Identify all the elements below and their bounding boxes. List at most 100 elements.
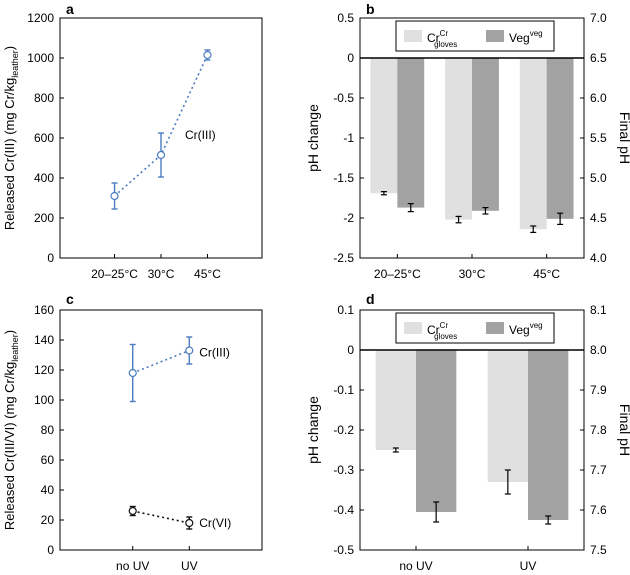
legend-swatch [404, 30, 422, 42]
series-line [132, 510, 190, 524]
y-tick-label: 40 [41, 483, 55, 497]
y-tick-label: 1000 [27, 51, 54, 65]
legend-label-sup: veg [530, 321, 543, 330]
legend-label: CrCr gloves [427, 321, 457, 341]
x-tick-label: 45°C [194, 267, 221, 281]
plot-frame [59, 309, 263, 551]
panel-b: b -2.5 -2 -1.5 -1 -0.5 0 0.5 20–25°C 30°C 45°C 4.0 4… [305, 1, 630, 281]
panel-c: c 0 20 40 60 80 100 120 140 160 no UV UV Released Cr… [2, 291, 263, 573]
data-point [110, 191, 119, 201]
bar [416, 350, 457, 512]
x-tick-label: no UV [399, 559, 432, 573]
y-tick-label: -0.5 [333, 543, 354, 557]
y-tick-label: 1200 [27, 11, 54, 25]
data-point [128, 506, 137, 516]
series-label: Cr(III) [199, 346, 230, 360]
right-tick-label: 7.7 [590, 463, 607, 477]
bar [397, 58, 425, 208]
legend-box [395, 312, 555, 344]
right-tick-label: 5.0 [590, 171, 607, 185]
legend-label-base: Veg [509, 323, 530, 337]
y-tick-label: 0 [47, 543, 54, 557]
x-tick-label: 20–25°C [374, 267, 421, 281]
panel-letter: b [366, 1, 375, 17]
y-tick-label: 0.1 [337, 303, 354, 317]
series-label: Cr(III) [185, 128, 216, 142]
y-tick-label: -0.2 [333, 423, 354, 437]
data-point [128, 368, 137, 378]
bar [546, 58, 574, 219]
y-tick-label: -1 [343, 131, 354, 145]
y-tick-label: 0 [347, 343, 354, 357]
data-point [203, 50, 212, 60]
x-tick-label: 30°C [148, 267, 175, 281]
panel-a: a 0 200 400 600 800 1000 1200 20–25°C 30°C 45°C Rel… [2, 1, 263, 281]
right-tick-label: 4.0 [590, 251, 607, 265]
data-point [156, 150, 166, 160]
y-axis-label-right: Final pH [617, 404, 630, 456]
y-tick-label: 400 [34, 171, 54, 185]
bar [375, 350, 416, 450]
y-tick-label: -0.1 [333, 383, 354, 397]
y-tick-label: 200 [34, 211, 54, 225]
y-tick-label: 160 [34, 303, 54, 317]
legend-swatch [404, 322, 422, 334]
y-tick-label: -0.4 [333, 503, 354, 517]
y-axis-label: pH change [305, 104, 321, 172]
y-tick-label: 0 [347, 51, 354, 65]
panel-d: d -0.5 -0.4 -0.3 -0.2 -0.1 0 0.1 no UV UV 7.5 7.6 7.… [305, 291, 630, 573]
y-axis-label-right: Final pH [617, 112, 630, 164]
legend-label: Vegveg [509, 321, 543, 337]
y-axis-label-end: ) [2, 46, 17, 50]
y-tick-label: -0.5 [333, 91, 354, 105]
right-tick-label: 8.0 [590, 343, 607, 357]
legend-label: Vegveg [509, 29, 543, 45]
y-tick-label: 100 [34, 393, 54, 407]
y-axis-label-main: Released Cr(III/VI) (mg Cr/kg [2, 362, 17, 530]
data-point [185, 518, 194, 528]
right-tick-label: 5.5 [590, 131, 607, 145]
y-tick-label: 0 [47, 251, 54, 265]
y-axis-label-main: Released Cr(III) (mg Cr/kg [2, 78, 17, 230]
bar [519, 58, 547, 230]
y-tick-label: 80 [41, 423, 55, 437]
bar [487, 350, 528, 482]
legend-label: CrCr gloves [427, 29, 457, 49]
right-tick-label: 7.8 [590, 423, 607, 437]
legend-label-sub: gloves [434, 40, 457, 49]
x-tick-label: UV [520, 559, 537, 573]
y-axis-label: Released Cr(III/VI) (mg Cr/kgleather) [2, 330, 20, 530]
x-tick-label: no UV [116, 559, 149, 573]
y-axis-label-sub: leather [10, 50, 20, 78]
right-tick-label: 8.1 [590, 303, 607, 317]
y-tick-label: -0.3 [333, 463, 354, 477]
x-tick-label: 45°C [533, 267, 560, 281]
bar [528, 350, 569, 520]
right-tick-label: 7.5 [590, 543, 607, 557]
y-tick-label: -2.5 [333, 251, 354, 265]
legend-label-sup: Cr [440, 29, 449, 38]
y-tick-label: 120 [34, 363, 54, 377]
legend-label-base: Veg [509, 31, 530, 45]
right-tick-label: 7.0 [590, 11, 607, 25]
right-tick-label: 7.9 [590, 383, 607, 397]
right-tick-label: 7.6 [590, 503, 607, 517]
y-axis-label: pH change [305, 396, 321, 464]
y-axis-label-end: ) [2, 330, 17, 334]
y-tick-label: 800 [34, 91, 54, 105]
y-axis-label: Released Cr(III) (mg Cr/kgleather) [2, 46, 20, 230]
legend-label-sup: veg [530, 29, 543, 38]
panel-letter: c [66, 291, 74, 307]
right-tick-label: 4.5 [590, 211, 607, 225]
panel-letter: a [66, 1, 74, 17]
panel-letter: d [366, 291, 375, 307]
y-axis-label-sub: leather [10, 334, 20, 362]
x-tick-label: UV [181, 559, 198, 573]
legend-label-sub: gloves [434, 332, 457, 341]
legend-label-base: Cr [427, 323, 440, 337]
y-tick-label: 0.5 [337, 11, 354, 25]
right-tick-label: 6.5 [590, 51, 607, 65]
y-tick-label: -2 [343, 211, 354, 225]
series-label: Cr(VI) [199, 516, 231, 530]
